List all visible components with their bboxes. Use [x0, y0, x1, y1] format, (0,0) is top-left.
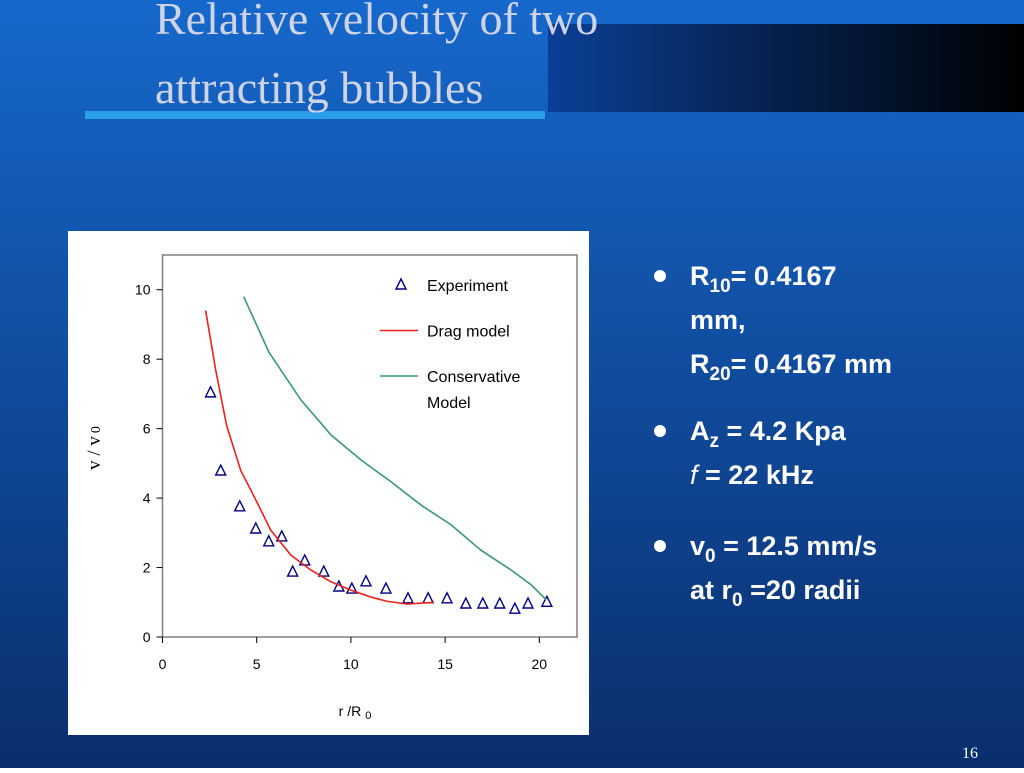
- bullet-text: at r: [690, 575, 733, 605]
- bullet-line: R20= 0.4167 mm: [690, 349, 892, 385]
- bullet-line: at r0 =20 radii: [690, 575, 860, 611]
- x-axis-label: r /R 0: [339, 703, 372, 722]
- bullet-text: = 4.2 Kpa: [719, 416, 847, 446]
- y-axis-label: v / v 0: [84, 426, 105, 470]
- bullet-line: f = 22 kHz: [690, 460, 814, 490]
- plot-area: [161, 254, 578, 638]
- data-point: [204, 385, 217, 398]
- y-tick-label: 8: [143, 351, 151, 367]
- data-point: [459, 596, 472, 609]
- title-line: attracting bubbles: [155, 62, 483, 113]
- x-tick-label: 20: [532, 656, 548, 672]
- data-point: [214, 463, 227, 476]
- data-point: [286, 564, 299, 577]
- data-point: [540, 594, 553, 607]
- data-point: [233, 499, 246, 512]
- bullet-text: v: [690, 531, 705, 561]
- x-tick-label: 0: [159, 656, 167, 672]
- x-tick-label: 5: [253, 656, 261, 672]
- data-point: [249, 521, 262, 534]
- data-point: [345, 581, 358, 594]
- bullet-line: R10= 0.4167: [690, 261, 837, 297]
- bullet-text: A: [690, 416, 710, 446]
- bullet-dot: [654, 540, 666, 552]
- bullet-text: =20 radii: [743, 575, 861, 605]
- x-tick-label: 10: [343, 656, 359, 672]
- title-line: Relative velocity of two: [155, 0, 598, 44]
- data-point: [379, 581, 393, 594]
- y-tick-label: 6: [143, 421, 151, 437]
- x-axis-label-text: r /R: [339, 703, 362, 719]
- y-tick-label: 10: [135, 282, 151, 298]
- y-axis-label-text: v / v: [84, 436, 105, 470]
- chart-panel: [68, 231, 589, 735]
- legend-marker: [394, 277, 408, 290]
- data-point: [317, 564, 330, 577]
- subscript: 20: [710, 364, 731, 385]
- legend-label: Conservative Model: [427, 369, 520, 412]
- bullet-text: R: [690, 261, 710, 291]
- bullet-text: = 12.5 mm/s: [716, 531, 877, 561]
- data-point: [401, 591, 415, 604]
- bullet-text: mm,: [690, 305, 746, 335]
- bullet-line: Az = 4.2 Kpa: [690, 416, 847, 452]
- y-tick-label: 0: [143, 629, 151, 645]
- data-point: [493, 596, 506, 609]
- bullet-text: = 0.4167 mm: [731, 349, 892, 379]
- data-point: [262, 534, 275, 547]
- data-point: [521, 596, 535, 609]
- x-tick-label: 15: [437, 656, 453, 672]
- bullet-text: = 0.4167: [731, 261, 837, 291]
- data-point: [440, 591, 454, 604]
- bullet-line: mm,: [690, 305, 746, 335]
- subscript: 0: [705, 546, 716, 567]
- subscript: z: [710, 431, 720, 452]
- bullet-text: f: [690, 460, 700, 490]
- subscript: 10: [710, 276, 731, 297]
- page-number: 16: [962, 745, 978, 762]
- data-point: [476, 596, 489, 609]
- x-axis-label-sub: 0: [365, 710, 371, 722]
- bullet-dot: [654, 425, 666, 437]
- y-axis-label-sub: 0: [89, 426, 104, 433]
- bullet-text: = 22 kHz: [698, 460, 814, 490]
- legend-label: Experiment: [427, 278, 508, 295]
- bullet-text: R: [690, 349, 710, 379]
- title-underline: [85, 111, 545, 119]
- bullet-line: v0 = 12.5 mm/s: [690, 531, 877, 567]
- y-tick-label: 2: [143, 560, 151, 576]
- data-point: [275, 529, 288, 542]
- bullet-dot: [654, 270, 666, 282]
- legend-label: Drag model: [427, 324, 510, 341]
- data-point: [359, 574, 373, 587]
- data-line: [242, 296, 547, 601]
- title-bar: [548, 24, 1024, 112]
- data-point: [508, 601, 521, 614]
- data-point: [422, 591, 435, 604]
- subscript: 0: [732, 590, 743, 611]
- y-tick-label: 4: [143, 490, 151, 506]
